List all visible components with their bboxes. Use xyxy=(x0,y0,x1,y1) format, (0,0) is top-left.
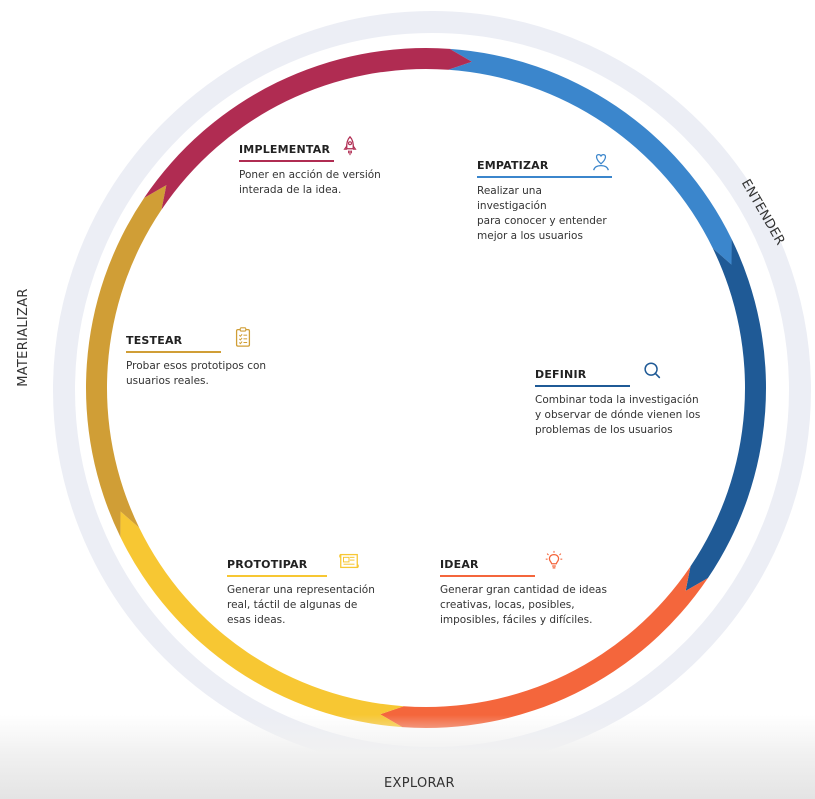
stage-rule xyxy=(239,160,334,162)
stage-definir: DEFINIR Combinar toda la investigación y… xyxy=(535,360,710,438)
segment-definir xyxy=(685,238,766,591)
stage-description: Probar esos prototipos con usuarios real… xyxy=(126,359,267,387)
segment-implementar xyxy=(144,47,472,210)
stage-description: Generar una representación real, táctil … xyxy=(227,583,375,626)
stage-description: Generar gran cantidad de ideas creativas… xyxy=(440,583,607,626)
stage-rule xyxy=(535,385,630,387)
segment-empatizar xyxy=(448,48,732,265)
stage-implementar: IMPLEMENTAR Poner en acción de versión i… xyxy=(239,135,399,198)
magnifier-icon xyxy=(644,362,661,379)
stage-description: Poner en acción de versión interada de l… xyxy=(239,168,381,196)
stage-prototipar: PROTOTIPAR Generar una representación re… xyxy=(227,550,387,628)
label-materializar: MATERIALIZAR xyxy=(15,288,31,387)
stage-rule xyxy=(227,575,327,577)
clipboard-icon xyxy=(235,327,251,347)
stage-title: DEFINIR xyxy=(535,368,587,381)
label-explorar: EXPLORAR xyxy=(384,776,455,791)
stage-title: IDEAR xyxy=(440,558,479,571)
segment-testear xyxy=(85,185,167,538)
lightbulb-icon xyxy=(545,550,563,569)
stage-idear: IDEAR Generar gran cantidad de ideas cre… xyxy=(440,550,615,628)
stage-title: TESTEAR xyxy=(126,334,183,347)
stage-description: Realizar una investigación para conocer … xyxy=(477,184,607,242)
stage-description: Combinar toda la investigación y observa… xyxy=(535,393,701,436)
stage-rule xyxy=(477,176,612,178)
stage-rule xyxy=(440,575,535,577)
stage-rule xyxy=(126,351,221,353)
stage-title: PROTOTIPAR xyxy=(227,558,308,571)
rocket-icon xyxy=(343,135,357,156)
heart-person-icon xyxy=(593,153,609,171)
stage-testear: TESTEAR Probar esos prototipos con usuar… xyxy=(126,326,286,389)
stage-title: EMPATIZAR xyxy=(477,159,549,172)
blueprint-icon xyxy=(339,553,359,569)
bottom-shade xyxy=(0,715,815,799)
segment-prototipar xyxy=(120,511,404,728)
cycle-segments xyxy=(85,47,766,728)
stage-empatizar: EMPATIZAR Realizar una investigación par… xyxy=(477,150,612,244)
segment-idear xyxy=(380,566,708,728)
stage-title: IMPLEMENTAR xyxy=(239,143,331,156)
